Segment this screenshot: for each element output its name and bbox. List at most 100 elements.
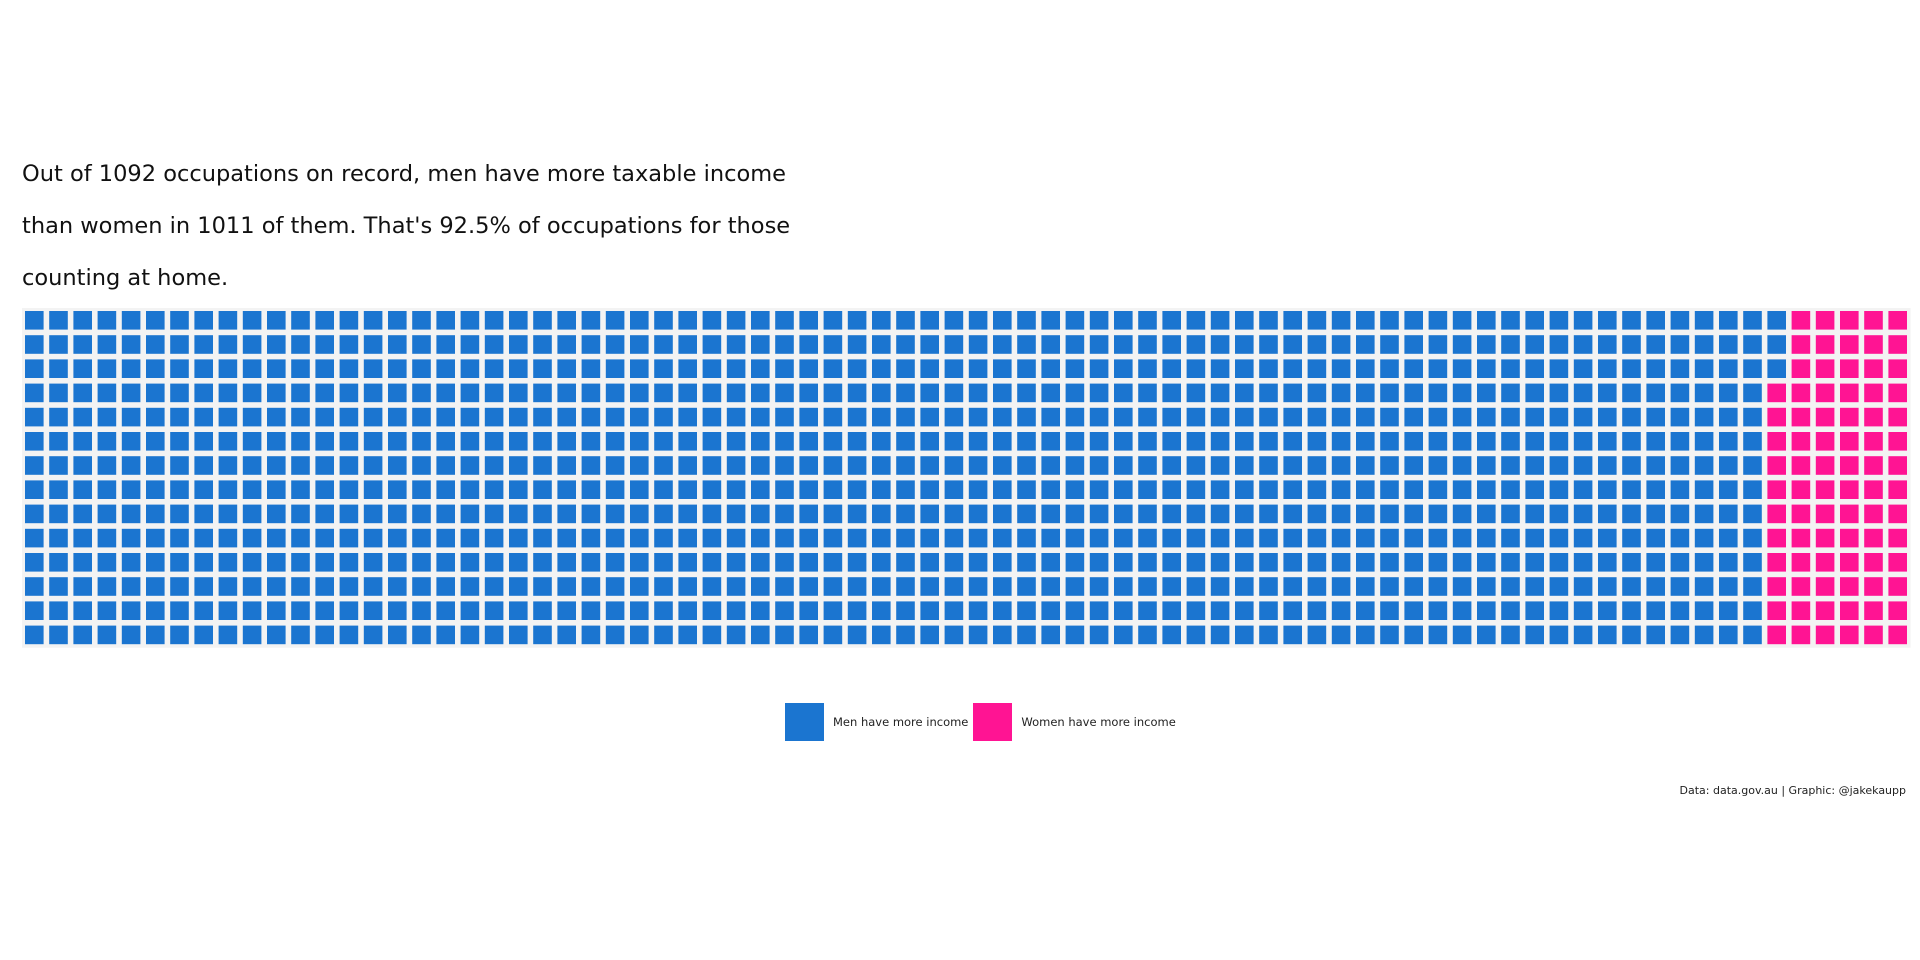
waffle-cell-women	[1888, 359, 1907, 378]
waffle-cell-men	[25, 311, 44, 330]
waffle-cell-men	[823, 528, 843, 548]
waffle-cell-men	[1428, 553, 1448, 572]
waffle-cell-men	[388, 335, 407, 354]
waffle-cell-men	[25, 504, 44, 524]
waffle-cell-men	[363, 335, 383, 354]
waffle-cell-men	[1743, 456, 1762, 475]
waffle-cell-men	[1186, 601, 1206, 620]
waffle-cell-men	[1235, 528, 1254, 548]
waffle-cell-men	[751, 311, 770, 330]
waffle-cell-men	[1065, 311, 1085, 330]
waffle-cell-men	[799, 311, 818, 330]
waffle-cell-men	[823, 553, 843, 572]
waffle-cell-men	[218, 311, 238, 330]
waffle-cell-men	[460, 504, 480, 524]
waffle-cell-men	[1452, 577, 1472, 596]
waffle-cell-men	[315, 601, 334, 620]
waffle-cell-men	[49, 553, 68, 572]
waffle-cell-men	[944, 625, 964, 645]
waffle-cell-men	[73, 456, 92, 475]
waffle-cell-men	[1186, 335, 1206, 354]
waffle-cell-men	[1404, 407, 1423, 427]
waffle-cell-men	[1573, 625, 1593, 645]
waffle-cell-men	[1114, 407, 1133, 427]
waffle-cell-men	[678, 335, 697, 354]
waffle-cell-men	[1283, 553, 1302, 572]
waffle-cell-men	[751, 383, 770, 403]
waffle-cell-men	[605, 625, 625, 645]
waffle-cell-men	[1235, 480, 1254, 499]
waffle-cell-men	[339, 432, 359, 451]
waffle-cell-men	[1162, 407, 1181, 427]
waffle-cell-men	[1501, 311, 1520, 330]
waffle-cell-men	[896, 383, 915, 403]
waffle-cell-men	[1404, 359, 1423, 378]
waffle-cell-men	[872, 311, 891, 330]
waffle-cell-men	[97, 480, 117, 499]
waffle-cell-men	[1210, 553, 1230, 572]
waffle-cell-women	[1888, 407, 1907, 427]
waffle-cell-men	[654, 504, 673, 524]
waffle-cell-men	[194, 335, 213, 354]
waffle-cell-men	[1162, 311, 1181, 330]
waffle-cell-men	[1307, 407, 1327, 427]
waffle-cell-men	[726, 601, 746, 620]
waffle-cell-men	[73, 383, 92, 403]
waffle-cell-men	[920, 625, 939, 645]
waffle-cell-men	[1210, 359, 1230, 378]
waffle-cell-men	[605, 480, 625, 499]
waffle-cell-men	[291, 407, 310, 427]
waffle-cell-men	[25, 601, 44, 620]
waffle-cell-men	[1186, 383, 1206, 403]
waffle-cell-men	[1573, 480, 1593, 499]
waffle-cell-men	[847, 504, 867, 524]
waffle-cell-men	[1283, 601, 1302, 620]
waffle-cell-men	[581, 577, 601, 596]
waffle-cell-men	[1452, 553, 1472, 572]
waffle-cell-women	[1791, 432, 1811, 451]
waffle-cell-men	[1670, 456, 1690, 475]
waffle-cell-men	[896, 335, 915, 354]
waffle-cell-men	[823, 601, 843, 620]
waffle-cell-men	[1622, 625, 1641, 645]
waffle-cell-women	[1767, 456, 1786, 475]
waffle-cell-men	[339, 553, 359, 572]
waffle-cell-men	[920, 335, 939, 354]
waffle-cell-men	[218, 553, 238, 572]
waffle-cell-men	[1041, 335, 1060, 354]
waffle-cell-men	[654, 625, 673, 645]
waffle-cell-men	[1573, 311, 1593, 330]
waffle-cell-men	[605, 311, 625, 330]
waffle-cell-men	[97, 311, 117, 330]
waffle-cell-men	[847, 480, 867, 499]
waffle-cell-men	[1477, 504, 1496, 524]
waffle-cell-men	[1452, 601, 1472, 620]
waffle-cell-men	[678, 432, 697, 451]
waffle-cell-men	[1598, 601, 1617, 620]
waffle-cell-men	[25, 407, 44, 427]
waffle-cell-men	[702, 432, 722, 451]
waffle-cell-men	[1477, 407, 1496, 427]
waffle-cell-men	[654, 480, 673, 499]
waffle-cell-men	[1719, 335, 1738, 354]
waffle-cell-women	[1767, 553, 1786, 572]
waffle-cell-men	[1114, 577, 1133, 596]
waffle-cell-men	[1646, 504, 1665, 524]
waffle-cell-men	[581, 480, 601, 499]
waffle-cell-men	[1114, 359, 1133, 378]
waffle-cell-men	[944, 553, 964, 572]
waffle-cell-men	[726, 456, 746, 475]
waffle-cell-men	[1573, 456, 1593, 475]
waffle-cell-men	[1138, 359, 1157, 378]
waffle-cell-men	[1186, 577, 1206, 596]
waffle-cell-men	[315, 407, 334, 427]
waffle-cell-men	[484, 383, 504, 403]
waffle-cell-men	[73, 432, 92, 451]
waffle-cell-men	[73, 407, 92, 427]
waffle-cell-men	[605, 577, 625, 596]
waffle-cell-men	[847, 456, 867, 475]
waffle-cell-men	[363, 311, 383, 330]
waffle-cell-men	[1186, 407, 1206, 427]
waffle-cell-men	[1259, 480, 1278, 499]
waffle-cell-men	[1452, 359, 1472, 378]
